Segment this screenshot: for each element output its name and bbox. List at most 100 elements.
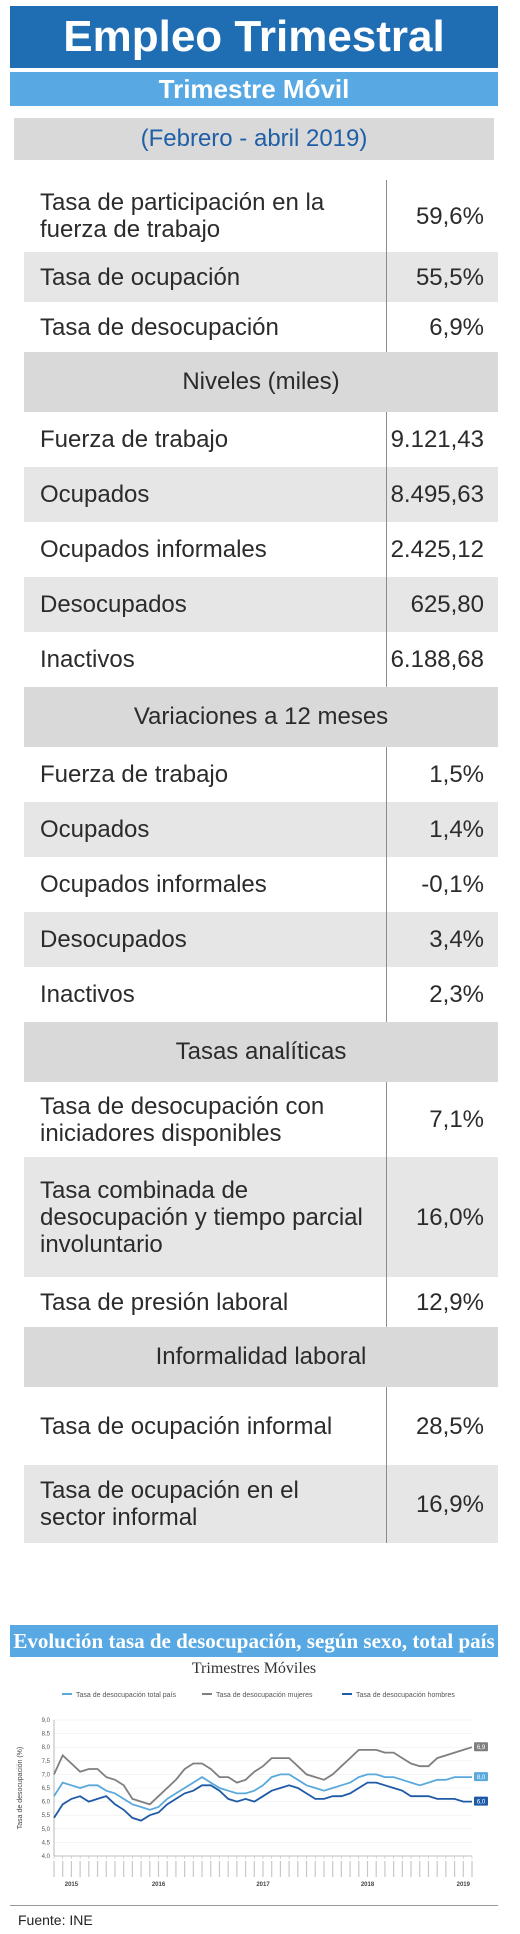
x-tick-label: [271, 1861, 273, 1877]
indicator-label: Tasa de ocupación informal: [40, 1412, 333, 1440]
x-tick-label: [88, 1861, 90, 1877]
legend-label: Tasa de desocupación total país: [76, 1692, 177, 1699]
x-tick-label: [166, 1861, 168, 1877]
indicator-label: Desocupados: [40, 926, 187, 953]
indicator-label: Ocupados informales: [40, 536, 267, 563]
indicator-label: Ocupados informales: [40, 871, 267, 898]
indicator-row: Inactivos 6.188,68: [24, 632, 498, 687]
x-tick-label: [96, 1861, 99, 1877]
x-tick-label: [79, 1861, 81, 1877]
x-tick-label: [401, 1861, 403, 1877]
indicator-row: Tasa de desocupación con iniciadores dis…: [24, 1082, 498, 1157]
indicator-value: 3,4%: [429, 926, 484, 953]
column-divider: [386, 1082, 387, 1327]
indicator-value: 6,9%: [429, 313, 484, 341]
x-tick-label: [384, 1861, 386, 1877]
chart-title: Evolución tasa de desocupación, según se…: [10, 1625, 498, 1657]
x-tick-label: [445, 1861, 447, 1877]
x-tick-label: [140, 1861, 142, 1877]
indicator-row: Ocupados 8.495,63: [24, 467, 498, 522]
y-tick-label: 4,0: [42, 1854, 51, 1860]
indicator-value: 12,9%: [415, 1288, 484, 1316]
indicator-value: -0,1%: [421, 871, 484, 898]
x-tick-label: [297, 1861, 299, 1877]
end-value-label: 6,0: [477, 1800, 486, 1806]
indicator-row: Ocupados 1,4%: [24, 802, 498, 857]
year-label: 2019: [457, 1882, 471, 1888]
indicator-value: 1,4%: [429, 816, 484, 843]
indicator-label: Tasa de ocupación: [40, 263, 241, 291]
divider: [10, 1905, 498, 1906]
x-tick-label: [358, 1861, 360, 1877]
page-subtitle: Trimestre Móvil: [10, 72, 498, 106]
indicator-label: Inactivos: [40, 646, 135, 673]
indicator-value: 1,5%: [429, 761, 484, 788]
indicator-value: 59,6%: [415, 202, 484, 230]
x-tick-label: [471, 1861, 473, 1877]
x-tick-label: [131, 1861, 133, 1877]
x-tick-label: [393, 1861, 395, 1877]
y-tick-label: 6,0: [42, 1800, 51, 1806]
indicator-value: 2,3%: [429, 981, 484, 1008]
column-divider: [386, 1387, 387, 1543]
indicator-row: Desocupados 625,80: [24, 577, 498, 632]
column-divider: [386, 747, 387, 1022]
end-value-label: 6,9: [477, 1745, 486, 1751]
x-tick-label: [340, 1861, 342, 1877]
x-tick-label: [227, 1861, 229, 1877]
y-tick-label: 8,5: [42, 1732, 51, 1738]
indicator-label: Tasa de desocupación: [40, 313, 279, 341]
x-tick-label: [279, 1861, 282, 1877]
indicator-row: Ocupados informales -0,1%: [24, 857, 498, 912]
y-tick-label: 8,0: [42, 1745, 51, 1751]
indicator-row: Tasa de ocupación en el sector informal 1…: [24, 1465, 498, 1543]
period-label: (Febrero - abril 2019): [14, 118, 494, 160]
indicator-label: Tasa de participación en la fuerza de tr…: [40, 189, 325, 243]
x-tick-label: [175, 1861, 177, 1877]
x-tick-label: [210, 1861, 212, 1877]
end-label-box: [474, 1772, 488, 1782]
x-tick-label: [462, 1861, 464, 1877]
indicator-row: Tasa combinada de desocupación y tiempo …: [24, 1157, 498, 1277]
y-tick-label: 9,0: [42, 1718, 51, 1724]
y-tick-label: 4,5: [42, 1840, 51, 1846]
legend-label: Tasa de desocupación mujeres: [216, 1692, 313, 1699]
column-divider: [386, 412, 387, 687]
indicator-value: 6.188,68: [390, 646, 484, 673]
x-tick-label: [114, 1861, 116, 1877]
indicator-row: Fuerza de trabajo 9.121,43: [24, 412, 498, 467]
unemployment-line-chart: Tasa de desocupación total país Tasa de d…: [17, 1692, 488, 1888]
x-tick-label: [70, 1861, 73, 1877]
x-tick-label: [410, 1861, 412, 1877]
indicator-value: 7,1%: [429, 1106, 484, 1133]
section-header: Niveles (miles): [24, 352, 498, 412]
x-tick-label: [262, 1861, 264, 1877]
indicator-row: Fuerza de trabajo 1,5%: [24, 747, 498, 802]
x-tick-label: [323, 1861, 325, 1877]
indicator-label: Tasa de desocupación con iniciadores dis…: [40, 1092, 325, 1147]
indicator-value: 16,9%: [415, 1490, 484, 1518]
page-title: Empleo Trimestral: [10, 6, 498, 68]
x-tick-label: [192, 1861, 194, 1877]
y-tick-label: 5,0: [42, 1827, 51, 1833]
indicator-value: 625,80: [410, 591, 484, 618]
y-tick-label: 6,5: [42, 1786, 51, 1792]
indicator-row: Tasa de desocupación 6,9%: [24, 302, 498, 352]
x-tick-label: [436, 1861, 438, 1877]
indicator-row: Desocupados 3,4%: [24, 912, 498, 967]
indicator-label: Ocupados: [40, 481, 150, 508]
x-tick-label: [332, 1861, 334, 1877]
x-tick-label: [427, 1861, 430, 1877]
indicator-label: Fuerza de trabajo: [40, 426, 229, 453]
x-tick-label: [105, 1861, 107, 1877]
year-label: 2015: [65, 1882, 79, 1888]
indicator-row: Ocupados informales 2.425,12: [24, 522, 498, 577]
indicator-label: Ocupados: [40, 816, 150, 843]
indicator-row: Inactivos 2,3%: [24, 967, 498, 1022]
column-divider: [386, 180, 387, 352]
x-tick-label: [419, 1861, 421, 1877]
x-tick-label: [157, 1861, 160, 1877]
y-tick-label: 7,0: [42, 1772, 51, 1778]
indicator-value: 28,5%: [415, 1412, 484, 1440]
indicator-row: Tasa de presión laboral 12,9%: [24, 1277, 498, 1327]
